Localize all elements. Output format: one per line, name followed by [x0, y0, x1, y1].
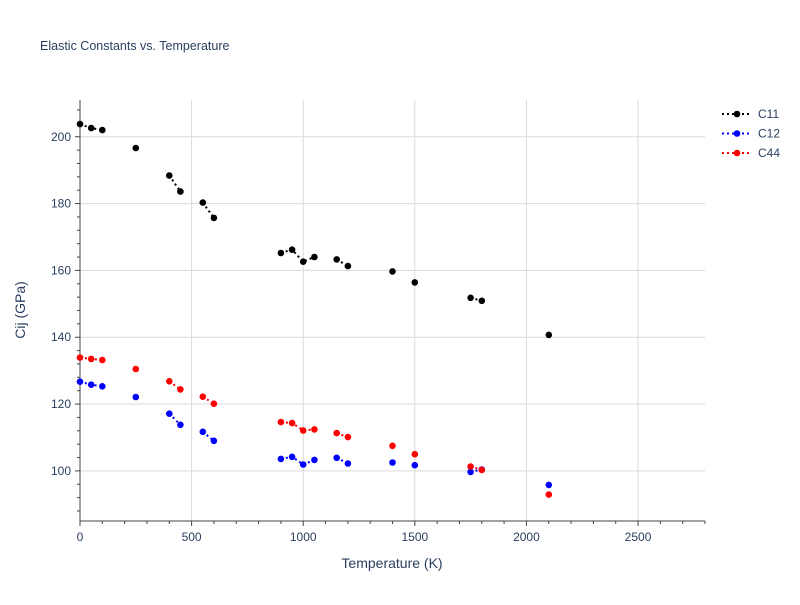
legend-item-c44[interactable]: C44	[722, 146, 780, 160]
legend-item-c12[interactable]: C12	[722, 127, 780, 141]
data-point-c12[interactable]	[99, 383, 106, 390]
data-point-c44[interactable]	[277, 418, 285, 426]
y-tick-label: 200	[51, 130, 71, 144]
data-point-c44[interactable]	[311, 426, 318, 433]
data-point-c11[interactable]	[389, 268, 396, 275]
data-point-c44[interactable]	[389, 442, 396, 450]
data-point-c12[interactable]	[333, 454, 341, 462]
series-c12	[76, 378, 553, 489]
data-point-c44[interactable]	[132, 365, 140, 373]
legend-swatch-marker	[733, 149, 741, 157]
data-point-c12[interactable]	[411, 461, 419, 469]
data-point-c11[interactable]	[311, 253, 318, 261]
x-axis-title: Temperature (K)	[341, 555, 442, 571]
x-tick-label: 2500	[625, 530, 652, 544]
data-point-c12[interactable]	[467, 468, 474, 476]
data-point-c44[interactable]	[288, 419, 296, 427]
data-point-c44[interactable]	[166, 378, 173, 385]
data-point-c12[interactable]	[299, 461, 307, 468]
legend[interactable]: C11 C12 C44	[722, 107, 780, 160]
data-point-c44[interactable]	[87, 355, 95, 363]
data-point-c44[interactable]	[210, 400, 218, 408]
data-point-c11[interactable]	[210, 214, 218, 222]
series-line-c12	[280, 455, 315, 466]
x-tick-label: 1000	[290, 530, 317, 544]
y-tick-label: 160	[51, 263, 71, 277]
data-point-c44[interactable]	[478, 466, 486, 474]
series-layer	[76, 120, 553, 498]
series-c11	[76, 120, 553, 339]
data-point-c11[interactable]	[166, 172, 173, 179]
data-point-c12[interactable]	[199, 428, 207, 436]
legend-item-c11[interactable]: C11	[722, 107, 779, 121]
data-point-c12[interactable]	[210, 437, 218, 445]
x-tick-label: 0	[77, 530, 84, 544]
data-point-c11[interactable]	[99, 126, 106, 134]
data-point-c11[interactable]	[478, 297, 486, 305]
legend-label: C11	[758, 107, 779, 121]
data-point-c11[interactable]	[132, 144, 140, 152]
data-point-c11[interactable]	[177, 188, 184, 195]
data-point-c11[interactable]	[277, 249, 285, 257]
chart-title: Elastic Constants vs. Temperature	[40, 39, 229, 53]
data-point-c11[interactable]	[467, 294, 474, 302]
legend-label: C12	[758, 127, 780, 141]
data-point-c12[interactable]	[177, 421, 184, 429]
data-point-c44[interactable]	[467, 463, 474, 470]
data-point-c44[interactable]	[177, 386, 184, 393]
y-tick-label: 140	[51, 330, 71, 344]
y-tick-label: 120	[51, 397, 71, 411]
data-point-c12[interactable]	[76, 378, 84, 386]
data-point-c11[interactable]	[299, 258, 307, 266]
data-point-c44[interactable]	[299, 427, 307, 434]
legend-swatch-marker	[733, 110, 741, 118]
data-point-c11[interactable]	[199, 199, 207, 206]
data-point-c44[interactable]	[199, 393, 207, 401]
legend-label: C44	[758, 146, 780, 160]
legend-swatch-marker	[733, 130, 741, 137]
data-point-c12[interactable]	[288, 453, 296, 461]
data-point-c44[interactable]	[76, 354, 84, 361]
data-point-c12[interactable]	[277, 455, 285, 463]
series-line-c11	[280, 248, 315, 263]
data-point-c12[interactable]	[87, 381, 95, 389]
data-point-c12[interactable]	[166, 410, 173, 418]
data-point-c44[interactable]	[333, 429, 341, 437]
data-point-c44[interactable]	[545, 491, 553, 498]
data-point-c12[interactable]	[132, 393, 140, 401]
data-point-c11[interactable]	[76, 120, 84, 128]
data-point-c11[interactable]	[411, 279, 419, 286]
x-tick-label: 500	[182, 530, 202, 544]
y-tick-label: 100	[51, 464, 71, 478]
y-tick-label: 180	[51, 197, 71, 211]
data-point-c11[interactable]	[87, 124, 95, 132]
data-point-c11[interactable]	[344, 262, 352, 270]
series-c44	[76, 354, 553, 498]
axes-layer: 0 500 1000 1500 2000 2500 100 120 140 160 180 200	[51, 100, 706, 544]
data-point-c44[interactable]	[411, 450, 419, 458]
data-point-c44[interactable]	[99, 356, 106, 364]
y-axis-title: Cij (GPa)	[12, 281, 28, 339]
data-point-c12[interactable]	[545, 481, 553, 489]
data-point-c44[interactable]	[344, 433, 352, 441]
data-point-c11[interactable]	[288, 246, 296, 253]
data-point-c12[interactable]	[311, 456, 318, 464]
series-line-c44	[280, 421, 315, 432]
data-point-c11[interactable]	[333, 256, 341, 263]
data-point-c12[interactable]	[389, 459, 396, 466]
data-point-c12[interactable]	[344, 460, 352, 467]
x-tick-label: 1500	[401, 530, 428, 544]
x-tick-label: 2000	[513, 530, 540, 544]
data-point-c11[interactable]	[545, 331, 553, 339]
